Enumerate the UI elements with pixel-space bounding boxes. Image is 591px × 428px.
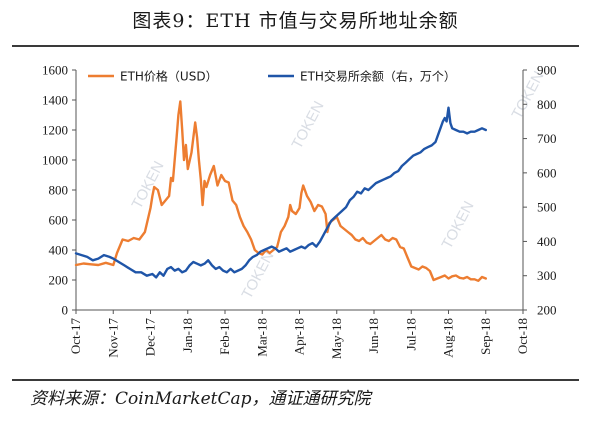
legend: ETH价格（USD） ETH交易所余额（右，万个）: [88, 69, 456, 84]
x-tick-label: Sep-18: [478, 318, 493, 355]
x-tick-label: Jun-18: [366, 318, 381, 353]
x-tick-label: Dec-17: [143, 318, 158, 357]
left-tick-label: 0: [62, 303, 69, 318]
x-tick-label: Mar-18: [254, 318, 269, 357]
axes: 0 200 400 600 800 1000 1200 1400 1600 200 300 400 50…: [42, 63, 557, 318]
left-tick-label: 1400: [42, 93, 68, 108]
watermark-text: TOKEN: [239, 249, 278, 302]
eth-exchange-balance-line: [74, 106, 487, 279]
right-tick-label: 300: [537, 268, 557, 283]
series-lines: [74, 100, 487, 282]
left-tick-label: 600: [49, 213, 69, 228]
x-tick-label: Jan-18: [180, 318, 195, 353]
right-tick-label: 500: [537, 200, 557, 215]
right-tick-label: 400: [537, 234, 557, 249]
x-tick-label: Oct-18: [515, 318, 530, 354]
eth-price-line: [74, 100, 487, 282]
right-tick-label: 600: [537, 165, 557, 180]
legend-label-balance: ETH交易所余额（右，万个）: [300, 69, 456, 84]
x-tick-label: Jul-18: [403, 318, 418, 351]
right-tick-label: 700: [537, 131, 557, 146]
watermark-text: TOKEN: [289, 99, 328, 152]
right-tick-label: 800: [537, 97, 557, 112]
watermark-text: TOKEN: [439, 199, 478, 252]
left-tick-label: 1000: [42, 153, 68, 168]
left-tick-label: 800: [49, 183, 69, 198]
right-tick-label: 200: [537, 303, 557, 318]
right-tick-label: 900: [537, 63, 557, 78]
source-note: 资料来源：CoinMarketCap，通证通研究院: [30, 389, 371, 409]
left-tick-label: 400: [49, 243, 69, 258]
source-rule: [12, 379, 579, 381]
title-rule: [12, 45, 579, 47]
x-axis-labels: Oct-17 Nov-17 Dec-17 Jan-18 Feb-18 Mar-18 Apr-…: [68, 318, 530, 360]
legend-label-price: ETH价格（USD）: [120, 69, 218, 84]
x-tick-label: Feb-18: [217, 318, 232, 355]
x-tick-label: Aug-18: [441, 318, 456, 358]
x-tick-label: Apr-18: [292, 318, 307, 355]
left-tick-label: 200: [49, 273, 69, 288]
x-tick-label: Oct-17: [68, 318, 83, 355]
x-tick-label: Nov-17: [105, 318, 120, 358]
x-tick-label: May-18: [329, 318, 344, 359]
left-tick-label: 1600: [42, 63, 68, 78]
chart-title: 图表9：ETH 市值与交易所地址余额: [132, 10, 459, 32]
left-tick-label: 1200: [42, 123, 68, 138]
